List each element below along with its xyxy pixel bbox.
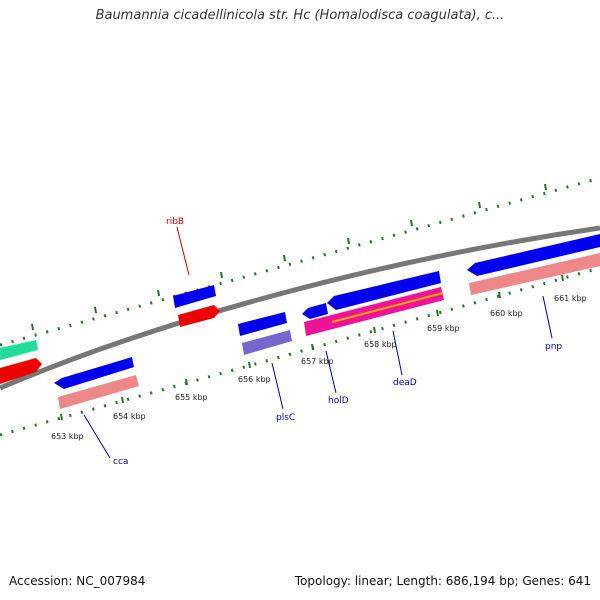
gene-deaD-arrow[interactable] — [327, 271, 441, 310]
gene-ribB-pointer — [176, 226, 190, 276]
tick-label-655: 655 kbp — [175, 393, 208, 402]
tick-label-660: 660 kbp — [490, 309, 523, 318]
tick-label-658: 658 kbp — [364, 340, 397, 349]
gene-pnp-pointer — [542, 295, 553, 339]
major-ticks — [60, 274, 564, 421]
rrna-feature-left[interactable] — [0, 358, 42, 384]
genome-info-text: Topology: linear; Length: 686,194 bp; Ge… — [294, 574, 591, 588]
tick-label-661: 661 kbp — [554, 294, 587, 303]
tick-label-659: 659 kbp — [427, 324, 460, 333]
gene-holD-arrow[interactable] — [302, 303, 328, 319]
tick-label-653: 653 kbp — [51, 432, 84, 441]
gene-plsC-product[interactable] — [242, 330, 292, 355]
map-title: Baumannia cicadellinicola str. Hc (Homal… — [95, 8, 505, 23]
tick-label-657: 657 kbp — [301, 357, 334, 366]
gene-label-holD: holD — [328, 396, 349, 406]
gene-label-pnp: pnp — [545, 342, 562, 352]
gene-deaD-pointer — [392, 330, 403, 376]
gene-plsC-pointer — [271, 362, 284, 410]
gene-pnp-product[interactable] — [469, 253, 600, 295]
upper-major-ticks — [31, 183, 547, 331]
gene-holD-pointer — [325, 350, 337, 394]
gene-pnp-arrow[interactable] — [467, 234, 600, 276]
gene-ribB-product[interactable] — [178, 305, 220, 327]
gene-label-deaD: deaD — [393, 378, 417, 388]
genome-backbone — [0, 225, 600, 391]
gene-cca-arrow[interactable] — [54, 357, 134, 389]
tick-label-654: 654 kbp — [113, 412, 146, 421]
gene-label-plsC: plsC — [276, 413, 295, 423]
gene-label-ribB: ribB — [166, 217, 184, 227]
tick-label-656: 656 kbp — [238, 375, 271, 384]
gene-ribB-arrow[interactable] — [173, 285, 216, 308]
gene-label-cca: cca — [113, 457, 128, 467]
gene-deaD-stripe — [331, 292, 444, 323]
gene-plsC-arrow[interactable] — [238, 312, 287, 336]
accession-text: Accession: NC_007984 — [9, 574, 146, 588]
gene-cca-product[interactable] — [58, 375, 139, 409]
trna-feature-left[interactable] — [0, 340, 38, 360]
gene-cca-pointer — [83, 414, 111, 459]
